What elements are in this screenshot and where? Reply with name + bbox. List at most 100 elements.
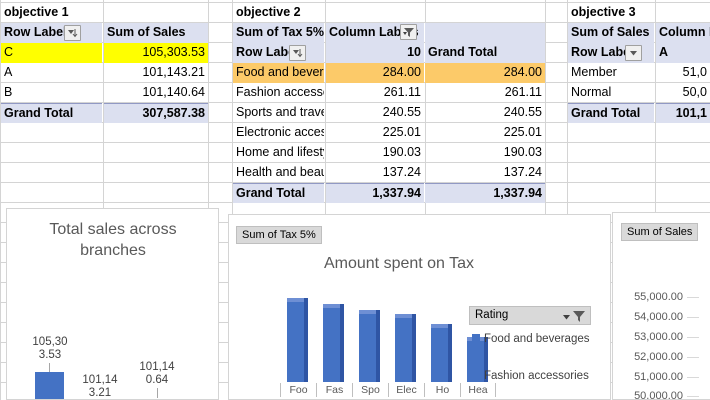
y-axis-tick-label: 52,000.00 — [634, 351, 683, 363]
legend-button-label: Rating — [475, 309, 509, 321]
category-label: Hea — [460, 383, 496, 397]
y-axis-tick-label: 50,000.00 — [634, 390, 683, 400]
data-label-line: 3.21 — [88, 387, 112, 399]
bar-series-point — [323, 304, 344, 382]
objective-1-row-value: 101,140.64 — [142, 85, 205, 99]
objective-1-row-label: A — [4, 65, 13, 79]
chart-amount-spent-on-tax[interactable]: Sum of Tax 5% Amount spent on Tax Foo Fa… — [228, 214, 611, 400]
bar-series-point — [395, 314, 416, 382]
y-axis-tick — [687, 396, 699, 397]
sort-filter-icon[interactable] — [64, 25, 81, 41]
legend-swatch-icon — [472, 371, 480, 379]
objective-3-grand-total-value: 101,1 — [656, 103, 710, 123]
objective-2-row-label: Fashion accessories — [236, 85, 324, 99]
objective-2-column-labels-header[interactable]: Column Labels — [326, 23, 424, 43]
objective-1-row-labels-header[interactable]: Row Labels — [1, 23, 102, 43]
leader-line — [49, 363, 50, 372]
chart-total-sales-across-branches[interactable]: Total sales across branches 105,30 3.53 … — [6, 208, 219, 400]
objective-2-row-value: 190.03 — [382, 145, 421, 159]
legend-entry-label: Food and beverages — [484, 333, 590, 345]
objective-2-row-value: 137.24 — [382, 165, 421, 179]
objective-3-row-value: 50,0 — [682, 85, 707, 99]
grid-line-h — [0, 182, 710, 183]
objective-2-row-value: 284.00 — [326, 63, 424, 83]
objective-2-value-field[interactable]: Sum of Tax 5% — [233, 23, 324, 43]
chevron-down-icon[interactable] — [625, 45, 642, 61]
category-label: Fas — [316, 383, 352, 397]
objective-2-row-value: 225.01 — [382, 125, 421, 139]
pivot-field-button-sum-of-sales[interactable]: Sum of Sales — [621, 223, 699, 241]
grid-line-v — [232, 0, 233, 400]
bar-series-point — [35, 372, 64, 399]
leader-line — [157, 388, 158, 398]
grid-line-h — [0, 22, 710, 23]
chart-sum-of-sales[interactable]: Sum of Sales 55,000.00 54,000.00 53,000.… — [612, 212, 710, 400]
grid-line-v — [545, 0, 546, 400]
objective-2-row-total: 240.55 — [503, 105, 542, 119]
objective-1-grand-total-value: 307,587.38 — [104, 103, 208, 123]
objective-2-row-total: 225.01 — [503, 125, 542, 139]
category-label: Spo — [352, 383, 388, 397]
objective-1-grand-total-label: Grand Total — [1, 103, 102, 123]
pivot-field-button-sum-of-tax[interactable]: Sum of Tax 5% — [236, 226, 322, 244]
legend-entry-label: Fashion accessories — [484, 370, 589, 382]
objective-2-row-total: 190.03 — [503, 145, 542, 159]
bar-series-point — [359, 310, 380, 382]
objective-3-grand-total-label: Grand Total — [568, 103, 654, 123]
objective-2-row-labels-header[interactable]: Row Labels — [233, 43, 324, 63]
objective-1-row-label: B — [4, 85, 13, 99]
data-label-line: 101,14 — [139, 361, 175, 373]
grid-line-v — [655, 0, 656, 400]
y-axis-tick-label: 51,000.00 — [634, 371, 683, 383]
objective-3-title: objective 3 — [571, 5, 636, 19]
pivot-legend-button-rating[interactable]: Rating — [469, 306, 591, 325]
objective-2-row-total: 261.11 — [504, 85, 542, 99]
objective-2-title: objective 2 — [236, 5, 301, 19]
objective-3-row-value: 51,0 — [682, 65, 707, 79]
objective-2-row-label: Health and beauty — [236, 165, 324, 179]
objective-1-title: objective 1 — [4, 5, 69, 19]
grid-line-v — [325, 0, 326, 400]
grid-line-v — [0, 0, 1, 400]
objective-3-value-field[interactable]: Sum of Sales — [568, 23, 654, 43]
y-axis-tick — [687, 297, 699, 298]
legend-entry: Fashion accessories — [472, 370, 589, 382]
legend-swatch-icon — [472, 334, 480, 342]
data-label-line: 3.53 — [38, 349, 62, 361]
category-label: Foo — [280, 383, 316, 397]
chart-title: Total sales across branches — [49, 221, 177, 259]
objective-2-row-value: 261.11 — [383, 85, 421, 99]
y-axis-tick — [687, 357, 699, 358]
filter-applied-icon[interactable] — [561, 310, 587, 323]
y-axis-tick — [687, 377, 699, 378]
objective-2-grand-total-label: Grand Total — [233, 183, 324, 203]
grid-line-v — [567, 0, 568, 400]
objective-1-row-value: 101,143.21 — [142, 65, 205, 79]
grid-line-h — [0, 142, 710, 143]
objective-3-row-label: Normal — [571, 85, 612, 99]
objective-2-grand-total-value: 1,337.94 — [326, 183, 424, 203]
sort-filter-icon[interactable] — [289, 45, 306, 61]
y-axis-tick — [687, 337, 699, 338]
filter-applied-icon[interactable] — [400, 24, 417, 40]
data-label: 101,14 0.64 — [122, 361, 192, 387]
y-axis-tick-label: 53,000.00 — [634, 331, 683, 343]
y-axis-tick-label: 54,000.00 — [634, 311, 683, 323]
grid-line-h — [0, 2, 710, 3]
bar-series-point — [287, 298, 308, 382]
objective-1-value-header[interactable]: Sum of Sales — [104, 23, 208, 43]
data-label: 101,14 3.21 — [65, 374, 135, 399]
objective-3-column-labels-header[interactable]: Column Labels — [656, 23, 710, 43]
bar-series-point — [431, 324, 452, 382]
grid-line-v — [103, 0, 104, 400]
chart-title: Amount spent on Tax — [323, 255, 475, 272]
objective-1-row-value: 105,303.53 — [104, 43, 208, 63]
objective-2-row-label: Sports and travel — [236, 105, 324, 119]
grid-line-h — [0, 162, 710, 163]
objective-2-row-label: Food and beverages — [233, 63, 324, 83]
objective-1-row-label: C — [1, 43, 102, 63]
grid-line-v — [208, 0, 209, 400]
objective-2-row-total: 137.24 — [503, 165, 542, 179]
category-label: Elec — [388, 383, 424, 397]
